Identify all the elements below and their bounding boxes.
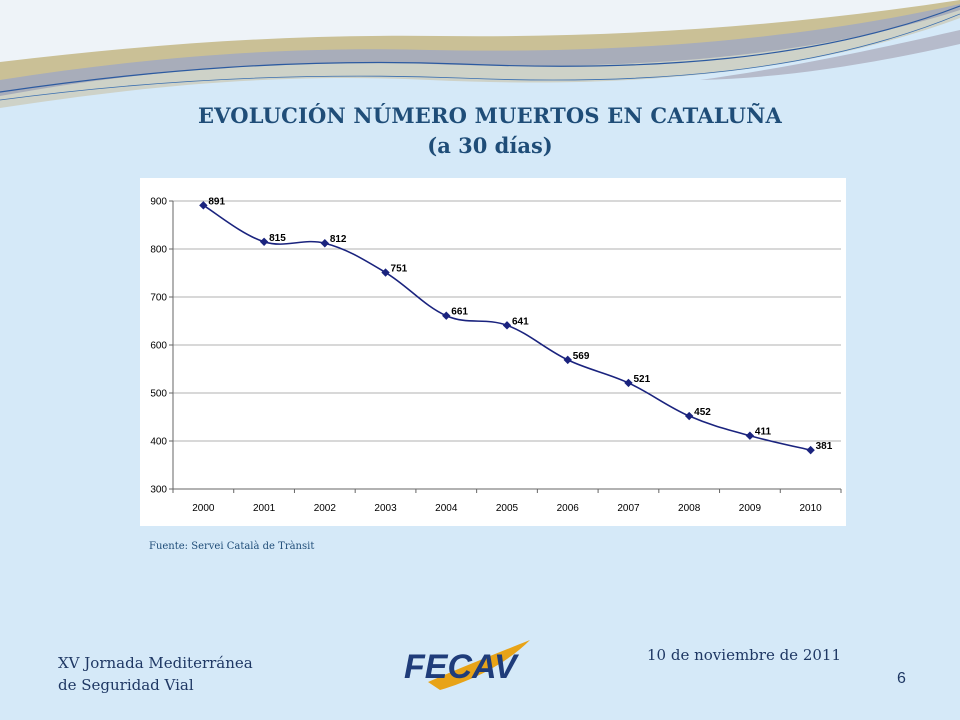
data-label: 641 [512, 316, 529, 327]
logo-text: FECAV [404, 648, 520, 686]
source-note: Fuente: Servei Català de Trànsit [149, 541, 315, 552]
footer-date: 10 de noviembre de 2011 [647, 646, 842, 664]
footer-line-1: XV Jornada Mediterránea [58, 654, 253, 672]
data-point-marker [320, 239, 330, 248]
data-point-marker [745, 431, 755, 440]
data-label: 815 [269, 233, 286, 244]
x-tick-label: 2002 [314, 503, 337, 514]
data-point-marker [442, 311, 451, 320]
y-tick-label: 300 [150, 485, 167, 496]
slide-title: EVOLUCIÓN NÚMERO MUERTOS EN CATALUÑA [197, 103, 783, 128]
x-tick-label: 2004 [435, 503, 458, 514]
data-point-marker [624, 378, 633, 388]
x-tick-label: 2005 [496, 503, 519, 514]
data-point-marker [563, 355, 572, 365]
x-tick-label: 2001 [253, 503, 276, 514]
footer-line-2: de Seguridad Vial [58, 676, 194, 694]
y-tick-label: 700 [150, 293, 167, 304]
slide-subtitle: (a 30 días) [427, 133, 553, 158]
data-point-marker [684, 411, 694, 421]
x-tick-label: 2003 [374, 503, 397, 514]
data-label: 569 [573, 351, 590, 362]
y-tick-label: 500 [150, 389, 167, 400]
data-point-marker [502, 321, 512, 330]
line-chart: 300 400 500 600 700 800 900 2000 2001 2002 2003 200… [150, 196, 842, 514]
data-label: 751 [391, 264, 408, 275]
chart-container: 300 400 500 600 700 800 900 2000 2001 2002 2003 200… [140, 178, 846, 526]
footer-event-name: XV Jornada Mediterránea de Seguridad Via… [58, 652, 253, 696]
data-point-marker [806, 445, 815, 455]
data-point-marker [259, 237, 269, 246]
x-tick-label: 2008 [678, 503, 701, 514]
data-label: 521 [633, 374, 650, 385]
data-label: 381 [816, 441, 833, 452]
x-tick-label: 2000 [192, 503, 215, 514]
data-point-marker [381, 268, 390, 277]
y-tick-label: 900 [150, 197, 167, 208]
x-tick-label: 2010 [800, 503, 823, 514]
x-tick-label: 2007 [617, 503, 640, 514]
y-tick-label: 800 [150, 245, 167, 256]
y-tick-label: 600 [150, 341, 167, 352]
data-label: 891 [208, 196, 225, 207]
y-tick-label: 400 [150, 437, 167, 448]
x-tick-label: 2009 [739, 503, 762, 514]
page-number: 6 [897, 670, 906, 687]
data-point-marker [199, 201, 208, 210]
x-tick-label: 2006 [557, 503, 580, 514]
data-label: 812 [330, 234, 347, 245]
data-label: 452 [694, 407, 711, 418]
data-label: 411 [755, 427, 772, 438]
fecav-logo: FECAV [404, 640, 530, 690]
data-label: 661 [451, 307, 468, 318]
